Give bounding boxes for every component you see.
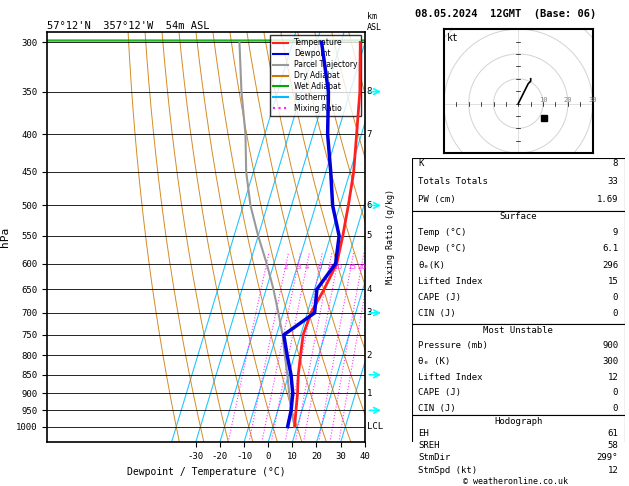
Text: 61: 61: [608, 429, 618, 438]
Text: Lifted Index: Lifted Index: [418, 277, 483, 286]
Text: 7: 7: [367, 130, 372, 139]
Text: 6.1: 6.1: [602, 244, 618, 253]
Text: 3: 3: [296, 263, 301, 270]
Text: Surface: Surface: [499, 212, 537, 221]
Text: 6: 6: [318, 263, 323, 270]
Text: 08.05.2024  12GMT  (Base: 06): 08.05.2024 12GMT (Base: 06): [415, 9, 596, 19]
Text: 2: 2: [367, 351, 372, 360]
Bar: [412, 210, 625, 324]
Text: kt: kt: [447, 33, 459, 43]
Text: 300: 300: [602, 357, 618, 366]
Text: 6: 6: [367, 201, 372, 210]
Y-axis label: hPa: hPa: [1, 227, 11, 247]
Text: 12: 12: [608, 466, 618, 474]
Text: 296: 296: [602, 260, 618, 270]
Text: CIN (J): CIN (J): [418, 309, 456, 318]
Text: StmDir: StmDir: [418, 453, 450, 462]
Text: Totals Totals: Totals Totals: [418, 177, 488, 186]
Bar: [412, 324, 625, 415]
Text: Mixing Ratio (g/kg): Mixing Ratio (g/kg): [386, 190, 395, 284]
Text: CIN (J): CIN (J): [418, 404, 456, 413]
Bar: [412, 415, 625, 476]
Text: 1.69: 1.69: [597, 194, 618, 204]
Text: 900: 900: [602, 341, 618, 350]
Text: EH: EH: [418, 429, 429, 438]
Text: 58: 58: [608, 441, 618, 450]
Text: StmSpd (kt): StmSpd (kt): [418, 466, 477, 474]
Text: 15: 15: [347, 263, 356, 270]
Text: 10: 10: [539, 97, 547, 104]
Text: 5: 5: [367, 231, 372, 241]
Text: 8: 8: [328, 263, 332, 270]
Bar: [412, 158, 625, 210]
Text: 0: 0: [613, 309, 618, 318]
Text: 0: 0: [613, 404, 618, 413]
Text: 8: 8: [367, 87, 372, 96]
Text: Hodograph: Hodograph: [494, 417, 542, 426]
Text: © weatheronline.co.uk: © weatheronline.co.uk: [464, 477, 568, 486]
Text: PW (cm): PW (cm): [418, 194, 456, 204]
Text: 4: 4: [305, 263, 309, 270]
Text: 0: 0: [613, 293, 618, 302]
Text: 33: 33: [608, 177, 618, 186]
Text: SREH: SREH: [418, 441, 440, 450]
Text: 3: 3: [367, 308, 372, 317]
Text: Pressure (mb): Pressure (mb): [418, 341, 488, 350]
Text: 20: 20: [564, 97, 572, 104]
Text: CAPE (J): CAPE (J): [418, 388, 462, 397]
Text: K: K: [418, 159, 424, 168]
Text: 2: 2: [284, 263, 288, 270]
Text: 9: 9: [613, 228, 618, 237]
Text: Most Unstable: Most Unstable: [483, 326, 554, 335]
Text: km
ASL: km ASL: [367, 12, 382, 32]
Legend: Temperature, Dewpoint, Parcel Trajectory, Dry Adiabat, Wet Adiabat, Isotherm, Mi: Temperature, Dewpoint, Parcel Trajectory…: [270, 35, 361, 116]
Text: 8: 8: [613, 159, 618, 168]
Text: θₑ (K): θₑ (K): [418, 357, 450, 366]
Text: CAPE (J): CAPE (J): [418, 293, 462, 302]
Text: Temp (°C): Temp (°C): [418, 228, 467, 237]
X-axis label: Dewpoint / Temperature (°C): Dewpoint / Temperature (°C): [126, 467, 286, 477]
Text: 1: 1: [264, 263, 269, 270]
Text: 20: 20: [357, 263, 367, 270]
Text: LCL: LCL: [367, 422, 382, 431]
Text: Lifted Index: Lifted Index: [418, 373, 483, 382]
Text: 12: 12: [608, 373, 618, 382]
Text: θₑ(K): θₑ(K): [418, 260, 445, 270]
Text: 4: 4: [367, 285, 372, 294]
Text: Dewp (°C): Dewp (°C): [418, 244, 467, 253]
Text: 299°: 299°: [597, 453, 618, 462]
Text: 1: 1: [367, 389, 372, 398]
Text: 57°12'N  357°12'W  54m ASL: 57°12'N 357°12'W 54m ASL: [47, 21, 209, 31]
Text: 10: 10: [333, 263, 342, 270]
Text: 30: 30: [588, 97, 597, 104]
Text: 15: 15: [608, 277, 618, 286]
Text: 0: 0: [613, 388, 618, 397]
